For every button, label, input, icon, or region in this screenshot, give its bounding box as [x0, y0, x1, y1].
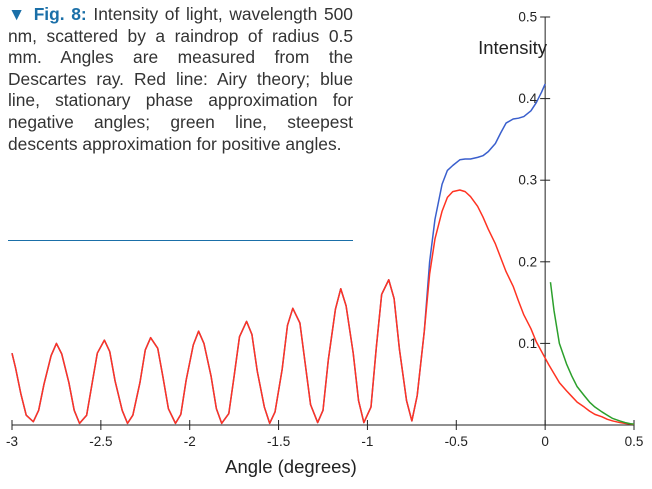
- x-tick-label-6: 0: [541, 434, 549, 449]
- x-tick-label-1: -2.5: [89, 434, 112, 449]
- x-axis-label: Angle (degrees): [225, 456, 357, 477]
- figure-number: Fig. 8:: [33, 4, 87, 24]
- y-tick-label-4: 0.5: [518, 10, 537, 25]
- caption-divider: [8, 240, 353, 241]
- x-tick-label-7: 0.5: [625, 434, 644, 449]
- x-tick-label-2: -2: [184, 434, 196, 449]
- x-tick-label-5: -0.5: [445, 434, 468, 449]
- y-axis-label: Intensity: [478, 37, 548, 58]
- series-line-0: [11, 83, 546, 425]
- series-line-2: [549, 282, 635, 425]
- x-tick-label-4: -1: [361, 434, 373, 449]
- x-tick-label-0: -3: [6, 434, 18, 449]
- y-tick-label-0: 0.1: [518, 336, 537, 351]
- y-tick-label-2: 0.3: [518, 173, 537, 188]
- figure-caption: ▼ Fig. 8: Intensity of light, wavelength…: [8, 4, 353, 155]
- y-tick-label-3: 0.4: [518, 91, 537, 106]
- figure-label: ▼ Fig. 8:: [8, 4, 87, 24]
- x-tick-label-3: -1.5: [267, 434, 290, 449]
- series-line-1: [11, 189, 635, 426]
- caption-text: Intensity of light, wavelength 500 nm, s…: [8, 4, 353, 154]
- y-tick-label-1: 0.2: [518, 254, 537, 269]
- caption-marker: ▼: [8, 4, 28, 24]
